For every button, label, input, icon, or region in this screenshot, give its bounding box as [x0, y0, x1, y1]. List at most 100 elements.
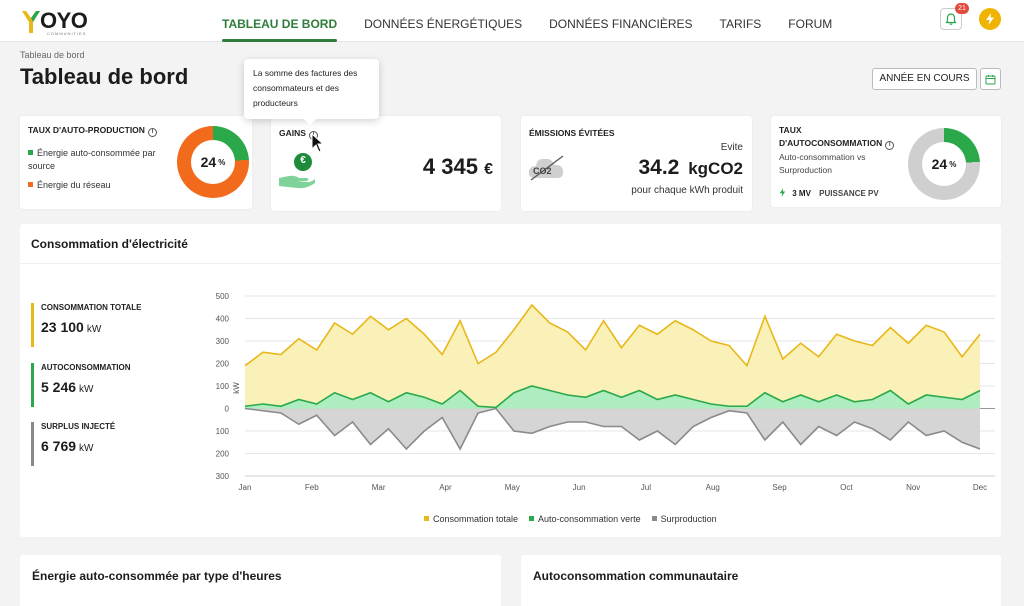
consumption-title: Consommation d'électricité — [31, 237, 188, 251]
legend-green: Énergie auto-consommée par source — [28, 147, 158, 173]
legend-label: Auto-consommation verte — [538, 514, 641, 524]
co2-cloud-icon — [528, 155, 564, 181]
nav-tab-donnees-energetiques[interactable]: DONNÉES ÉNERGÉTIQUES — [364, 17, 523, 31]
calendar-icon — [985, 74, 996, 84]
y-axis-label: kW — [232, 382, 241, 394]
x-tick-label: Dec — [973, 483, 987, 492]
kpi-value: 5 246 — [41, 379, 77, 395]
emissions-subtext: pour chaque kWh produit — [631, 185, 743, 196]
gains-amount: 4 345 — [422, 154, 478, 179]
communautaire-card: Autoconsommation communautaire — [521, 555, 1001, 606]
emissions-value: 34.2 kgCO2 — [638, 156, 743, 180]
info-icon[interactable]: i — [147, 128, 157, 137]
autoconsommation-card: TAUX D'AUTOCONSOMMATION i Auto-consommati… — [771, 116, 1001, 207]
series-area-3 — [245, 408, 980, 449]
y-tick-label: 200 — [216, 450, 230, 459]
legend-item[interactable]: Auto-consommation verte — [529, 514, 641, 524]
main-nav: TABLEAU DE BORD DONNÉES ÉNERGÉTIQUES DON… — [222, 0, 859, 42]
kpi-value: 6 769 — [41, 438, 77, 454]
year-filter-button[interactable]: ANNÉE EN COURS — [872, 68, 977, 90]
gains-card: GAINSi € 4 345 € — [271, 116, 501, 211]
gains-unit: € — [484, 161, 493, 178]
autoconso-unit: % — [949, 159, 957, 169]
emissions-card: ÉMISSIONS ÉVITÉES CO2 Evite 34.2 kgCO2 p… — [521, 116, 752, 211]
series-line-2 — [244, 385, 981, 409]
logo-subtitle: COMMUNITIES — [47, 31, 87, 36]
coin-symbol: € — [300, 155, 306, 166]
user-avatar[interactable] — [979, 8, 1001, 30]
x-tick-label: Mar — [372, 483, 386, 492]
kpi-surplus-injecte: SURPLUS INJECTÉ 6 769 kW — [31, 422, 115, 466]
consumption-section: Consommation d'électricité CONSOMMATION … — [20, 224, 1001, 537]
y-tick-label: 500 — [216, 292, 230, 301]
nav-tab-tableau-de-bord[interactable]: TABLEAU DE BORD — [222, 0, 338, 42]
series-area-1 — [245, 305, 980, 409]
gains-tooltip: La somme des factures des consommateurs … — [244, 59, 379, 125]
kpi-consommation-totale: CONSOMMATION TOTALE 23 100 kW — [31, 303, 141, 347]
autoproduction-title: TAUX D'AUTO-PRODUCTION — [28, 125, 145, 135]
autoproduction-unit: % — [218, 157, 226, 167]
emissions-unit: kgCO2 — [688, 159, 743, 178]
legend-green-swatch — [28, 150, 33, 155]
legend-orange-swatch — [28, 182, 33, 187]
legend-item[interactable]: Surproduction — [651, 514, 717, 524]
legend-label: Surproduction — [660, 514, 717, 524]
consumption-chart: 500 400 300 200 100 0 100 200 300 kW Jan Feb Mar Apr M… — [216, 292, 995, 492]
kpi-autoconsommation: AUTOCONSOMMATION 5 246 kW — [31, 363, 130, 407]
x-tick-label: Jul — [641, 483, 651, 492]
pv-info: 3 MV PUISSANCE PV — [779, 188, 879, 198]
heures-title: Énergie auto-consommée par type d'heures — [32, 569, 282, 583]
nav-tab-tarifs[interactable]: TARIFS — [719, 17, 762, 31]
autoconso-title-1: TAUX — [779, 125, 802, 135]
legend-swatch — [651, 516, 657, 521]
x-tick-label: Sep — [772, 483, 787, 492]
page-title: Tableau de bord — [20, 64, 189, 89]
nav-tab-forum[interactable]: FORUM — [788, 17, 833, 31]
chart-legend: Consommation totale Auto-consommation ve… — [424, 514, 717, 524]
nav-tab-donnees-financieres[interactable]: DONNÉES FINANCIÈRES — [549, 17, 693, 31]
breadcrumb[interactable]: Tableau de bord — [20, 50, 85, 60]
pv-label: PUISSANCE PV — [819, 189, 879, 198]
autoproduction-donut: 24% — [177, 126, 249, 198]
lightning-icon — [986, 13, 994, 25]
kpi-label: SURPLUS INJECTÉ — [41, 422, 116, 431]
kpi-unit: kW — [79, 443, 94, 454]
x-tick-label: Nov — [906, 483, 920, 492]
lightning-icon — [779, 188, 786, 197]
x-tick-label: Aug — [706, 483, 720, 492]
calendar-button[interactable] — [980, 68, 1001, 90]
y-tick-label: 300 — [216, 337, 230, 346]
series-line-3 — [244, 407, 981, 451]
autoproduction-card: TAUX D'AUTO-PRODUCTION i Énergie auto-con… — [20, 116, 252, 209]
y-tick-label: 400 — [216, 315, 230, 324]
kpi-label: CONSOMMATION TOTALE — [41, 303, 142, 312]
money-hand-icon — [279, 153, 315, 189]
autoconso-value: 24 — [931, 156, 948, 172]
emissions-evite: Evite — [720, 142, 743, 153]
notification-count-badge: 21 — [955, 3, 969, 14]
legend-item[interactable]: Consommation totale — [424, 514, 518, 524]
autoconso-info-icon[interactable]: i — [885, 141, 895, 150]
autoconso-desc: Auto-consommation vs Surproduction — [779, 152, 866, 175]
y-tick-label: 200 — [216, 360, 230, 369]
autoproduction-value: 24 — [200, 154, 217, 170]
gains-value: 4 345 € — [423, 154, 493, 180]
series-line-1 — [244, 303, 981, 368]
x-tick-label: Jan — [239, 483, 252, 492]
y-tick-label: 100 — [216, 427, 230, 436]
x-tick-label: May — [505, 483, 520, 492]
logo[interactable]: OYO COMMUNITIES — [20, 6, 88, 36]
y-tick-label: 100 — [216, 382, 230, 391]
series-area-2 — [245, 386, 980, 409]
x-tick-label: Jun — [573, 483, 586, 492]
legend-label: Consommation totale — [433, 514, 519, 524]
kpi-label: AUTOCONSOMMATION — [41, 363, 131, 372]
legend-swatch — [424, 516, 429, 521]
autoconso-title-2: D'AUTOCONSOMMATION — [779, 138, 883, 148]
legend-orange: Énergie du réseau — [28, 180, 111, 190]
heures-card: Énergie auto-consommée par type d'heures — [20, 555, 501, 606]
y-tick-label: 0 — [225, 405, 230, 414]
notifications-button[interactable] — [940, 8, 962, 30]
legend-orange-label: Énergie du réseau — [37, 180, 111, 190]
cursor-icon — [311, 133, 325, 153]
